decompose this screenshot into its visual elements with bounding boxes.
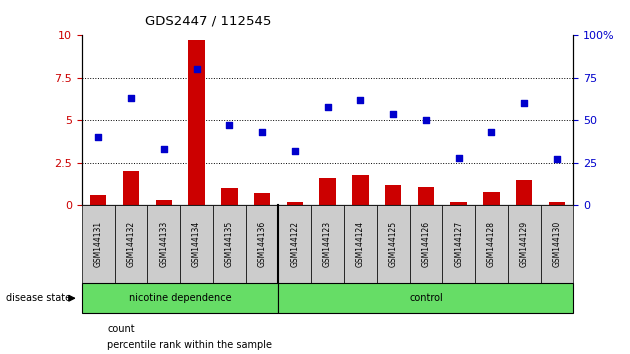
Bar [344, 205, 377, 283]
Text: GSM144122: GSM144122 [290, 221, 299, 267]
Bar [475, 205, 508, 283]
Point [454, 155, 464, 161]
Bar [180, 205, 213, 283]
Bar [311, 205, 344, 283]
Bar [82, 283, 278, 313]
Text: GSM144126: GSM144126 [421, 221, 430, 267]
Text: GSM144127: GSM144127 [454, 221, 463, 267]
Bar [147, 205, 180, 283]
Point [355, 97, 365, 103]
Bar [418, 187, 434, 205]
Bar [385, 185, 401, 205]
Text: GSM144123: GSM144123 [323, 221, 332, 267]
Text: count: count [107, 324, 135, 334]
Point [224, 122, 234, 128]
Text: nicotine dependence: nicotine dependence [129, 293, 231, 303]
Bar [213, 205, 246, 283]
Text: percentile rank within the sample: percentile rank within the sample [107, 340, 272, 350]
Bar [549, 202, 565, 205]
Text: GDS2447 / 112545: GDS2447 / 112545 [145, 14, 272, 27]
Point [486, 130, 496, 135]
Point [192, 67, 202, 72]
Text: GSM144124: GSM144124 [356, 221, 365, 267]
Bar [352, 175, 369, 205]
Point [257, 130, 267, 135]
Point [159, 147, 169, 152]
Bar [90, 195, 106, 205]
Bar [450, 202, 467, 205]
Text: GSM144130: GSM144130 [553, 221, 561, 267]
Bar [410, 205, 442, 283]
Point [421, 118, 431, 123]
Bar [115, 205, 147, 283]
Point [323, 104, 333, 110]
Bar [188, 40, 205, 205]
Bar [319, 178, 336, 205]
Point [290, 148, 300, 154]
Bar [442, 205, 475, 283]
Bar [254, 193, 270, 205]
Bar [516, 180, 532, 205]
Bar [278, 205, 311, 283]
Point [519, 101, 529, 106]
Text: GSM144129: GSM144129 [520, 221, 529, 267]
Text: disease state: disease state [6, 293, 71, 303]
Bar [541, 205, 573, 283]
Text: GSM144128: GSM144128 [487, 221, 496, 267]
Bar [82, 205, 115, 283]
Text: GSM144134: GSM144134 [192, 221, 201, 267]
Bar [246, 205, 278, 283]
Text: GSM144136: GSM144136 [258, 221, 266, 267]
Bar [156, 200, 172, 205]
Bar [483, 192, 500, 205]
Point [388, 111, 398, 116]
Text: GSM144133: GSM144133 [159, 221, 168, 267]
Point [126, 96, 136, 101]
Bar [221, 188, 238, 205]
Bar [377, 205, 410, 283]
Text: GSM144125: GSM144125 [389, 221, 398, 267]
Bar [287, 202, 303, 205]
Text: GSM144132: GSM144132 [127, 221, 135, 267]
Point [552, 156, 562, 162]
Bar [508, 205, 541, 283]
Point [93, 135, 103, 140]
Bar [123, 171, 139, 205]
Text: GSM144135: GSM144135 [225, 221, 234, 267]
Text: control: control [409, 293, 443, 303]
Text: GSM144131: GSM144131 [94, 221, 103, 267]
Bar [278, 283, 573, 313]
